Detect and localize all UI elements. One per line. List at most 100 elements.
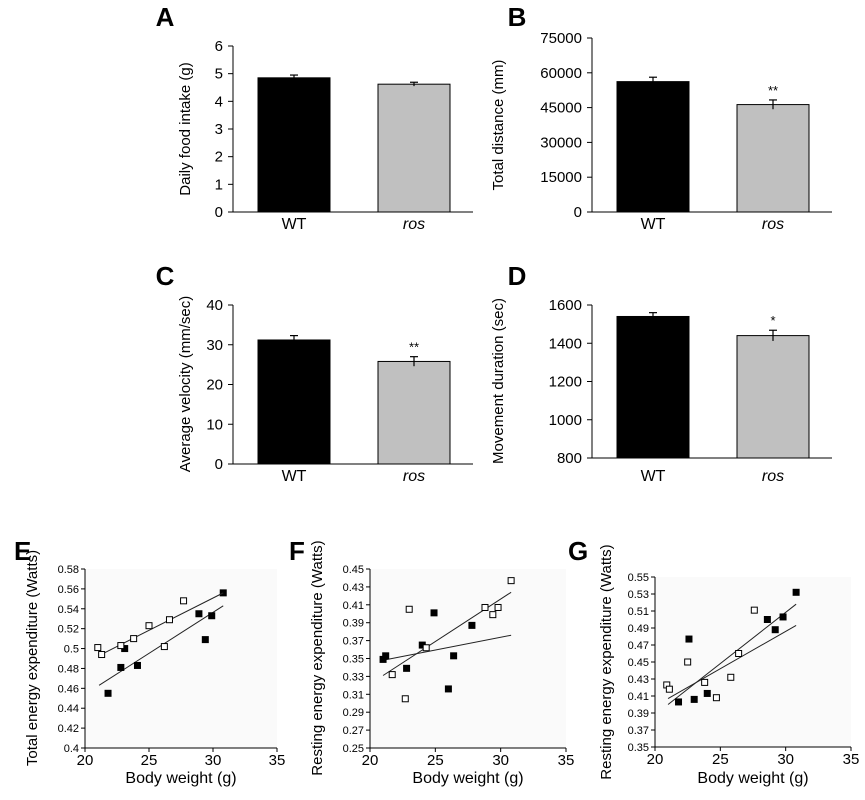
x-tick-label-f: 35 xyxy=(558,752,575,769)
plot-area-e xyxy=(85,569,277,748)
significance-d-ros: * xyxy=(770,313,775,328)
y-tick-label-e: 0.54 xyxy=(58,604,79,616)
y-tick-label-e: 0.4 xyxy=(64,743,79,755)
y-tick-label-e: 0.58 xyxy=(58,564,79,576)
y-tick-label-e: 0.48 xyxy=(58,663,79,675)
y-tick-label-a: 0 xyxy=(215,204,223,221)
panel-label-b: B xyxy=(508,2,527,32)
point-e-open xyxy=(117,642,125,650)
point-e-filled xyxy=(117,663,125,671)
plot-area-f xyxy=(370,569,566,748)
point-f-open xyxy=(481,603,489,611)
y-axis-label-f: Resting energy expenditure (Watts) xyxy=(309,540,326,775)
point-g-filled xyxy=(763,616,771,623)
point-f-filled xyxy=(430,609,438,617)
y-tick-label-a: 4 xyxy=(215,93,223,110)
y-tick-label-d: 1600 xyxy=(549,297,582,314)
point-e-open xyxy=(94,644,102,652)
point-g-open xyxy=(665,685,673,693)
y-tick-label-e: 0.52 xyxy=(58,624,79,636)
category-label-b-ros: ros xyxy=(762,216,784,233)
point-f-open xyxy=(401,695,409,703)
y-tick-label-c: 40 xyxy=(206,297,223,314)
y-tick-label-a: 6 xyxy=(215,38,223,55)
point-e-filled xyxy=(208,612,216,620)
category-label-a-ros: ros xyxy=(403,216,425,233)
bar-c-WT xyxy=(257,339,331,465)
panel-label-a: A xyxy=(156,2,175,32)
category-label-c-WT: WT xyxy=(282,468,307,485)
x-axis-label-g: Body weight (g) xyxy=(697,770,808,787)
x-tick-label-f: 25 xyxy=(427,752,444,769)
point-f-filled xyxy=(403,664,411,672)
fit-line-g-filled xyxy=(667,603,797,705)
point-g-filled xyxy=(771,626,779,634)
category-label-d-ros: ros xyxy=(762,468,784,485)
bar-d-ros xyxy=(736,335,810,459)
fit-line-g-open xyxy=(667,625,797,699)
y-tick-label-g: 0.37 xyxy=(628,725,649,737)
y-tick-label-e: 0.44 xyxy=(58,703,79,715)
point-e-open xyxy=(160,643,168,651)
x-axis-label-e: Body weight (g) xyxy=(125,770,236,787)
point-e-filled xyxy=(195,610,203,618)
y-tick-label-g: 0.53 xyxy=(628,589,649,601)
y-tick-label-f: 0.25 xyxy=(343,743,364,755)
point-g-open xyxy=(701,678,709,686)
y-tick-label-c: 20 xyxy=(206,377,223,394)
significance-b-ros: ** xyxy=(768,83,778,98)
bar-b-ros xyxy=(736,104,810,213)
y-axis-label-b: Total distance (mm) xyxy=(490,60,507,191)
point-g-open xyxy=(750,606,758,614)
point-g-filled xyxy=(779,613,787,621)
y-tick-label-b: 0 xyxy=(574,204,582,221)
fit-line-f-open xyxy=(382,591,512,676)
x-tick-label-g: 30 xyxy=(777,751,794,768)
y-tick-label-f: 0.27 xyxy=(343,725,364,737)
point-f-open xyxy=(422,644,430,652)
y-tick-label-f: 0.37 xyxy=(343,636,364,648)
y-tick-label-g: 0.45 xyxy=(628,657,649,669)
bar-b-WT xyxy=(616,81,690,213)
y-axis-label-d: Movement duration (sec) xyxy=(490,298,507,464)
y-tick-label-c: 30 xyxy=(206,337,223,354)
point-e-open xyxy=(145,622,153,630)
point-g-open xyxy=(684,658,692,666)
y-tick-label-a: 5 xyxy=(215,66,223,83)
bar-d-WT xyxy=(616,315,690,459)
panel-label-e: E xyxy=(14,536,31,566)
point-g-filled xyxy=(685,635,693,643)
point-e-open xyxy=(165,616,173,624)
point-f-filled xyxy=(444,685,452,693)
category-label-d-WT: WT xyxy=(641,468,666,485)
bar-a-ros xyxy=(377,83,451,213)
y-tick-label-f: 0.39 xyxy=(343,618,364,630)
bar-a-WT xyxy=(257,77,331,213)
y-axis-label-c: Average velocity (mm/sec) xyxy=(177,296,194,472)
point-g-filled xyxy=(690,695,698,703)
y-tick-label-f: 0.29 xyxy=(343,707,364,719)
x-tick-label-e: 35 xyxy=(269,752,286,769)
point-g-filled xyxy=(675,698,683,706)
point-f-filled xyxy=(450,652,458,660)
category-label-a-WT: WT xyxy=(282,216,307,233)
point-g-filled xyxy=(792,588,800,596)
y-tick-label-e: 0.46 xyxy=(58,683,79,695)
y-tick-label-g: 0.43 xyxy=(628,674,649,686)
point-g-open xyxy=(727,673,735,681)
y-tick-label-e: 0.42 xyxy=(58,723,79,735)
y-tick-label-f: 0.41 xyxy=(343,600,364,612)
y-axis-label-e: Total energy expenditure (Watts) xyxy=(24,550,41,766)
panel-label-c: C xyxy=(156,261,175,291)
point-f-open xyxy=(489,611,497,619)
y-tick-label-d: 1200 xyxy=(549,374,582,391)
y-tick-label-b: 75000 xyxy=(540,30,582,47)
y-tick-label-f: 0.33 xyxy=(343,671,364,683)
x-tick-label-f: 20 xyxy=(362,752,379,769)
y-tick-label-g: 0.55 xyxy=(628,572,649,584)
x-tick-label-e: 20 xyxy=(77,752,94,769)
y-tick-label-g: 0.39 xyxy=(628,708,649,720)
y-tick-label-e: 0.5 xyxy=(64,644,79,656)
y-tick-label-c: 0 xyxy=(215,456,223,473)
x-tick-label-g: 35 xyxy=(843,751,860,768)
